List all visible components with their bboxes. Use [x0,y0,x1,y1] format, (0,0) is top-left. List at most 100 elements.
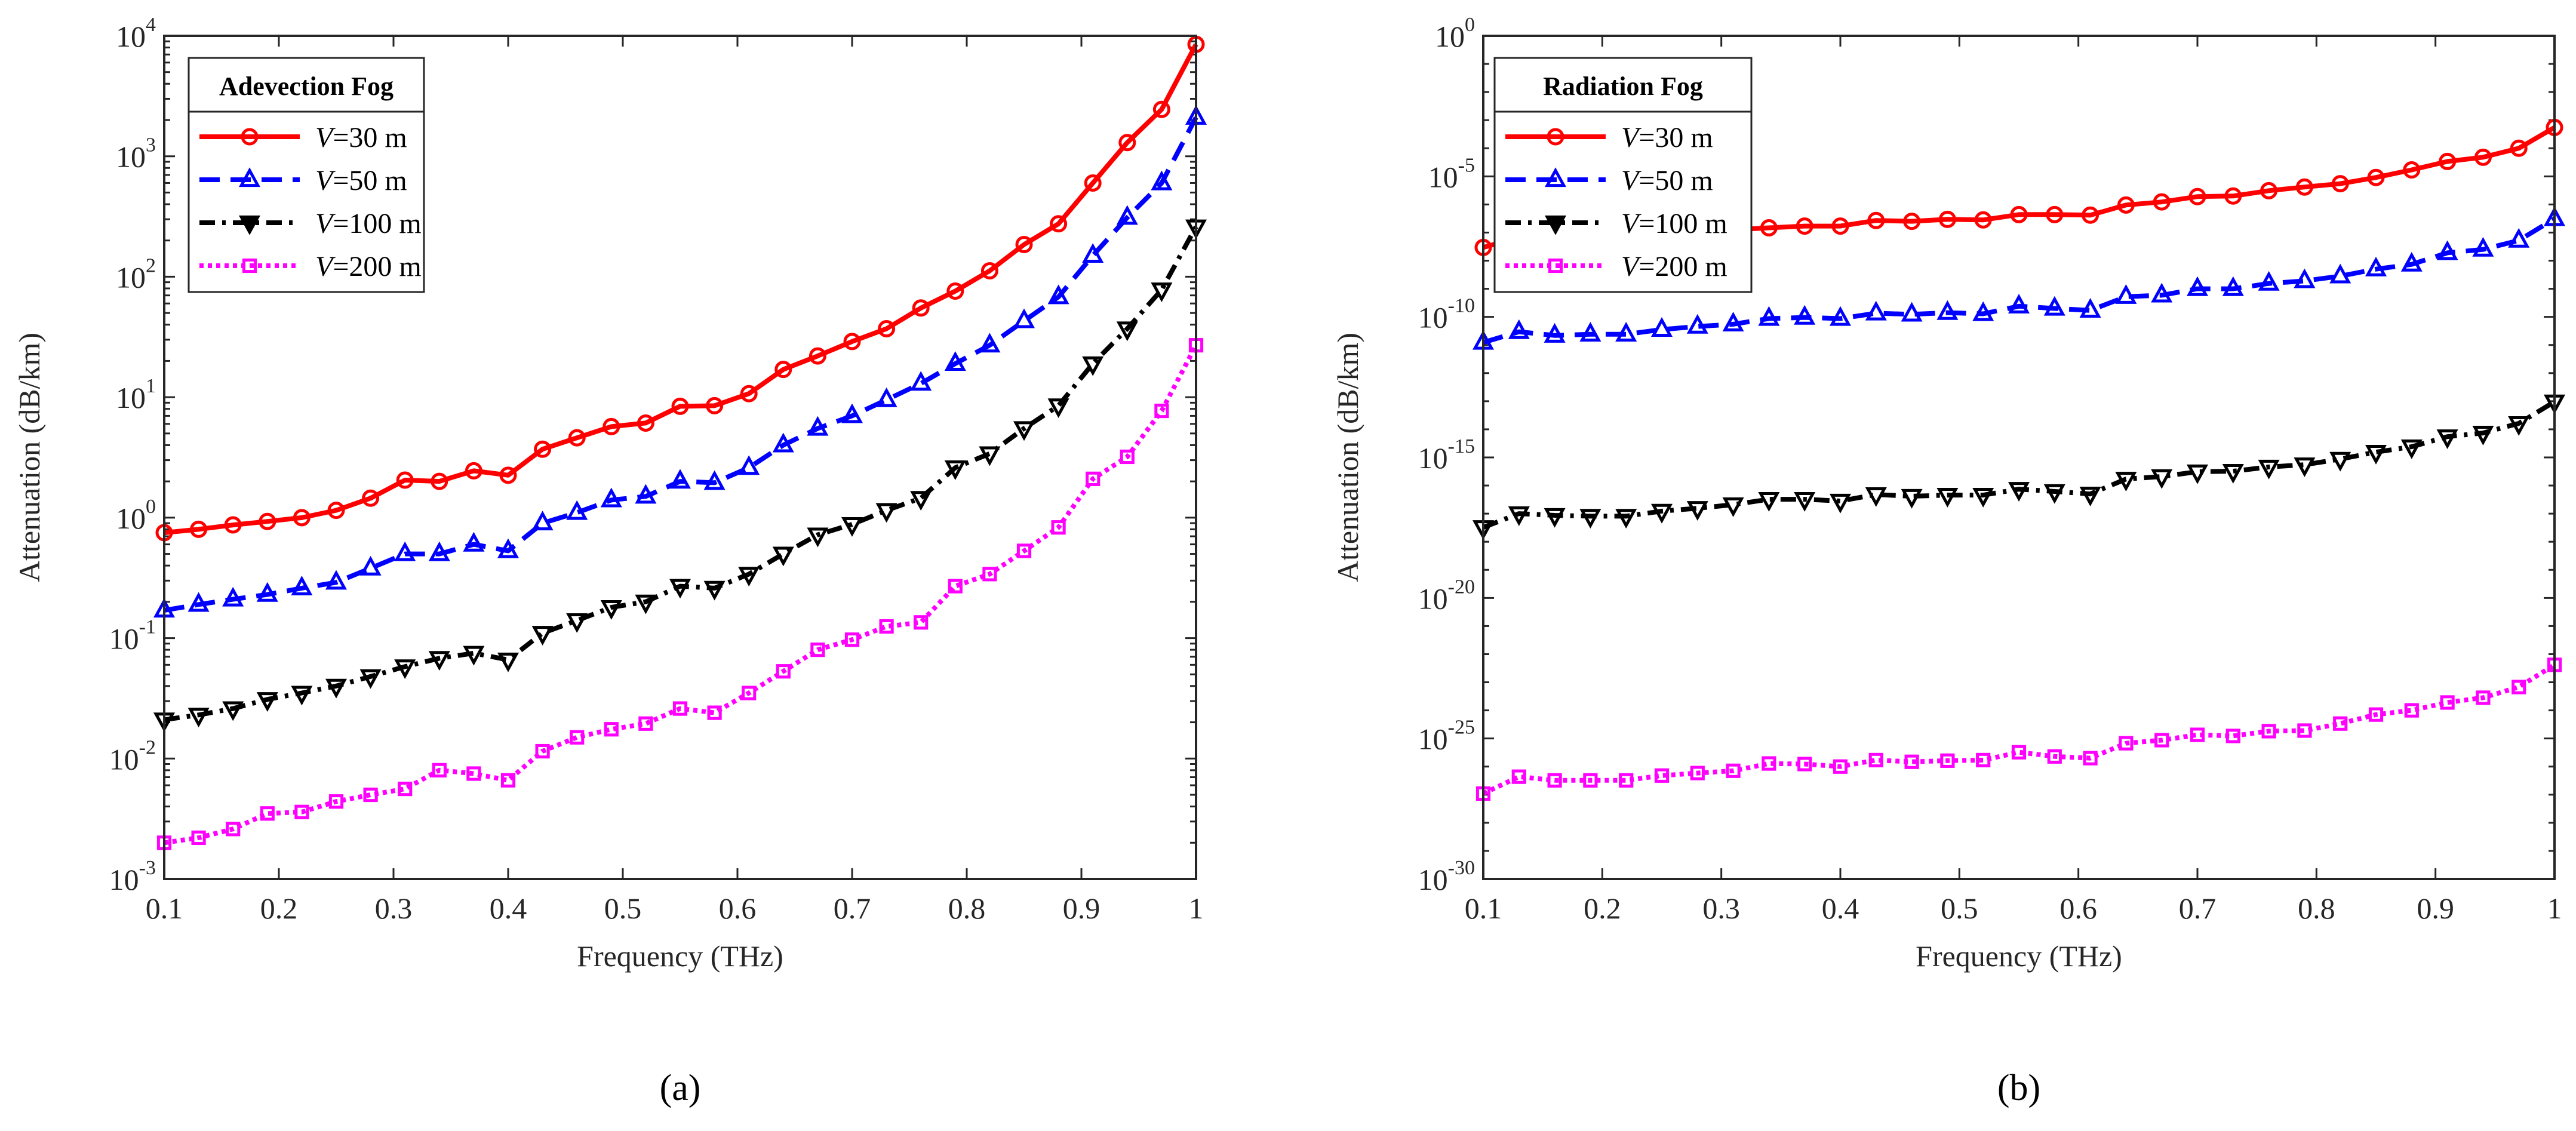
y-tick-exponent: 1 [146,375,156,397]
marker-circle [224,516,242,534]
y-tick-label: 10-2 [109,736,156,776]
y-tick-label: 102 [116,254,156,294]
marker-triangle-down [1047,398,1069,419]
marker-triangle-up [1758,306,1780,326]
marker-square [2368,707,2384,722]
marker-circle [1831,217,1849,235]
y-tick-base: 10 [1418,863,1448,896]
marker-triangle-down [1936,487,1959,508]
marker-square [570,730,585,745]
y-tick-label: 10-5 [1428,154,1475,193]
marker-triangle-down [1686,501,1708,521]
y-tick-label: 100 [1435,14,1475,53]
marker-circle [2295,178,2313,196]
y-tick-label: 10-3 [109,857,156,896]
legend-box [187,57,425,293]
marker-square [328,794,344,809]
marker-triangle-down [1151,282,1173,302]
chart-advection-fog: 0.1 0.2 0.3 0.4 0.5 0.6 0.7 0.8 0.9 110-310-210-1… [13,14,1207,1108]
legend-label: V=30 m [315,122,407,153]
marker-triangle-down [222,701,244,721]
legend-label: V=50 m [1621,165,1713,196]
x-axis-label: Frequency (THz) [1916,939,2122,973]
marker-triangle-up [1544,167,1567,188]
marker-circle [2403,161,2421,179]
marker-triangle-up [187,592,210,612]
marker-square [1154,403,1169,419]
y-tick-label: 10-30 [1418,857,1475,896]
y-tick-label: 10-10 [1418,295,1475,334]
marker-square [1120,449,1135,465]
marker-square [2297,723,2312,738]
marker-circle [190,520,208,538]
marker-square [1940,753,1955,768]
marker-triangle-up [600,487,622,508]
marker-circle [241,128,259,146]
marker-circle [1867,211,1885,229]
legend-item: V=30 m [1505,122,1713,153]
marker-square [466,766,481,781]
marker-circle [1547,128,1564,146]
series-line [1482,216,2556,345]
y-tick-exponent: -2 [139,736,156,758]
marker-square [2512,680,2526,694]
series-100m [1472,394,2566,540]
marker-triangle-down [600,600,622,620]
legend-label: V=100 m [315,208,422,239]
marker-circle [499,466,517,484]
marker-triangle-up [1508,319,1530,339]
y-tick-base: 10 [1418,723,1448,756]
marker-square [260,806,275,821]
marker-triangle-down [2329,451,2351,472]
marker-circle [2082,206,2099,224]
series-line [164,344,1198,846]
x-tick-label: 0.7 [834,892,871,925]
marker-triangle-down [1722,497,1744,517]
marker-square [2333,716,2348,731]
marker-square [1016,543,1032,558]
y-tick-exponent: -5 [1458,154,1475,176]
marker-square [1511,769,1526,784]
marker-square [191,830,206,846]
marker-triangle-down [841,517,863,537]
marker-triangle-down [2008,482,2030,502]
marker-square [672,701,688,716]
marker-square [1547,773,1562,788]
marker-triangle-down [428,651,450,671]
marker-triangle-down [1794,492,1816,512]
x-tick-label: 0.4 [490,892,527,925]
marker-triangle-down [187,708,210,728]
marker-circle [2188,188,2206,205]
marker-circle [809,347,826,365]
marker-triangle-up [1686,314,1708,334]
y-tick-exponent: 0 [1465,14,1475,36]
marker-circle [2439,152,2457,170]
marker-triangle-down [566,613,588,633]
marker-square [1619,773,1634,788]
legend-title: Radiation Fog [1543,72,1703,101]
marker-square [2119,736,2134,751]
marker-triangle-up [841,403,863,423]
marker-circle [2260,182,2278,199]
y-tick-base: 10 [116,20,146,53]
x-tick-label: 0.6 [2059,892,2097,925]
marker-triangle-down [669,579,691,599]
marker-square [363,787,378,803]
marker-square [2404,703,2419,718]
marker-triangle-up [979,333,1001,353]
x-tick-label: 1 [1189,892,1204,925]
marker-circle [1152,100,1170,118]
marker-square [1726,763,1741,778]
marker-square [707,705,722,720]
marker-circle [912,299,930,317]
marker-triangle-up [2508,228,2530,248]
legend-label: V=30 m [1621,122,1713,153]
marker-triangle-down [2186,464,2209,484]
marker-circle [327,502,345,520]
y-axis-label: Attenuation (dB/km) [13,333,46,582]
y-tick-base: 10 [1418,582,1448,615]
y-tick-base: 10 [109,622,139,656]
legend-item: V=100 m [1505,208,1727,239]
marker-triangle-up [1151,170,1173,190]
